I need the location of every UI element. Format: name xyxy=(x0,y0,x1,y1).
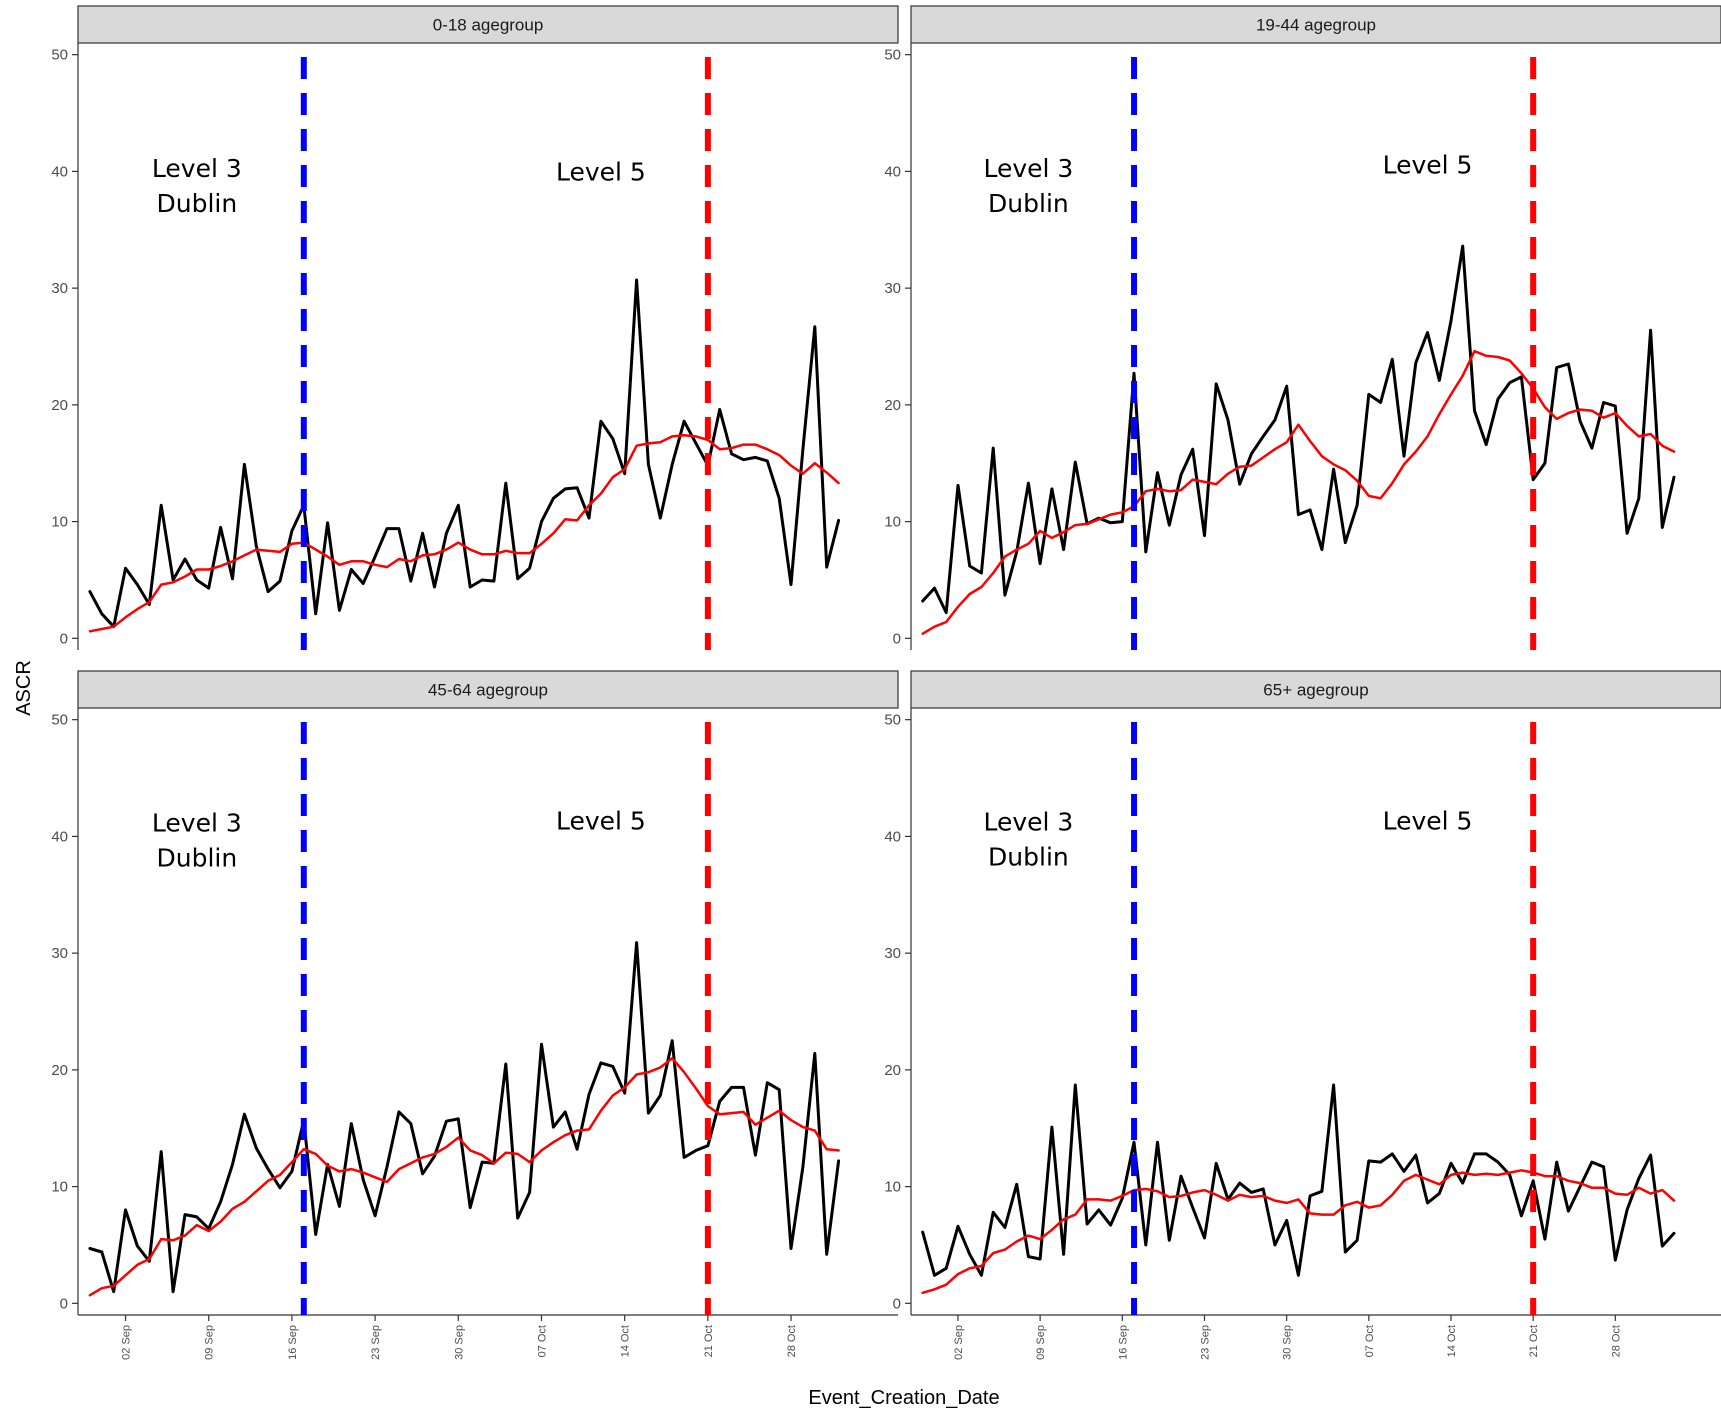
annotation-text: Level 3 Dublin xyxy=(152,154,242,218)
daily-series-line xyxy=(88,941,841,1294)
y-tick-label: 40 xyxy=(51,828,68,845)
y-tick-label: 0 xyxy=(893,630,901,647)
x-tick-label: 21 Oct xyxy=(1528,1325,1540,1357)
x-tick-label: 14 Oct xyxy=(1446,1325,1458,1357)
annotation-line: Level 5 xyxy=(1383,806,1473,835)
annotation-text: Level 5 xyxy=(556,158,646,187)
facet-strip xyxy=(910,670,1721,709)
y-tick-label: 10 xyxy=(51,1179,68,1196)
annotation-line: Dublin xyxy=(988,843,1069,872)
y-tick-label: 30 xyxy=(884,945,901,962)
y-tick-label: 40 xyxy=(884,163,901,180)
y-tick-label: 50 xyxy=(51,712,68,729)
annotation-text: Level 5 xyxy=(1383,806,1473,835)
annotation-text: Level 3 Dublin xyxy=(983,808,1073,872)
x-tick-label: 28 Oct xyxy=(1610,1325,1622,1357)
annotation-line: Level 5 xyxy=(556,806,646,835)
annotation-line: Level 5 xyxy=(556,158,646,187)
x-axis-title: Event_Creation_Date xyxy=(808,1387,999,1409)
facet-title: 0-18 agegroup xyxy=(433,16,544,35)
y-tick-label: 30 xyxy=(51,280,68,297)
y-tick-label: 50 xyxy=(884,47,901,64)
daily-series-line xyxy=(88,278,841,629)
annotation-line: Level 5 xyxy=(1383,151,1473,180)
rolling-average-line xyxy=(921,1169,1676,1295)
y-tick-label: 0 xyxy=(60,630,68,647)
x-tick-label: 02 Sep xyxy=(121,1325,133,1360)
daily-series-line xyxy=(921,1083,1676,1277)
y-tick-label: 10 xyxy=(51,514,68,531)
annotation-line: Dublin xyxy=(156,844,237,873)
daily-series-line xyxy=(921,244,1676,615)
facet-title: 19-44 agegroup xyxy=(1256,16,1376,35)
y-tick-label: 20 xyxy=(884,1062,901,1079)
rolling-average-line xyxy=(88,433,840,633)
x-tick-label: 21 Oct xyxy=(703,1325,715,1357)
annotation-line: Level 3 xyxy=(983,154,1073,183)
rolling-average-line xyxy=(88,1056,840,1297)
x-tick-label: 16 Sep xyxy=(287,1325,299,1360)
facet-strip xyxy=(77,670,899,709)
y-tick-label: 10 xyxy=(884,1179,901,1196)
x-tick-label: 02 Sep xyxy=(953,1325,965,1360)
x-tick-label: 09 Sep xyxy=(204,1325,216,1360)
y-tick-label: 30 xyxy=(884,280,901,297)
y-tick-label: 0 xyxy=(60,1295,68,1312)
y-tick-label: 0 xyxy=(893,1295,901,1312)
facet-strip xyxy=(910,5,1721,44)
annotation-line: Level 3 xyxy=(152,154,242,183)
x-tick-label: 30 Sep xyxy=(1282,1325,1294,1360)
y-tick-label: 50 xyxy=(884,712,901,729)
x-tick-label: 28 Oct xyxy=(786,1325,798,1357)
y-axis-title: ASCR xyxy=(13,660,35,716)
annotation-text: Level 3 Dublin xyxy=(983,154,1073,218)
rolling-average-line xyxy=(921,349,1676,635)
facet-title: 65+ agegroup xyxy=(1263,681,1368,700)
annotation-text: Level 3 Dublin xyxy=(152,809,242,873)
y-tick-label: 10 xyxy=(884,514,901,531)
x-tick-label: 14 Oct xyxy=(620,1325,632,1357)
y-tick-label: 40 xyxy=(51,163,68,180)
annotation-line: Level 3 xyxy=(983,808,1073,837)
annotation-line: Dublin xyxy=(156,189,237,218)
x-tick-label: 23 Sep xyxy=(1199,1325,1211,1360)
x-tick-label: 23 Sep xyxy=(370,1325,382,1360)
facet-panel: 65+ agegroup 0 10 20 30 40 50 02 Sep 09 Sep 16 Se… xyxy=(884,670,1721,1360)
x-tick-label: 30 Sep xyxy=(453,1325,465,1360)
y-tick-label: 20 xyxy=(884,397,901,414)
facet-panel: 45-64 agegroup 0 10 20 30 40 50 02 Sep 09 Sep 16 … xyxy=(51,670,899,1360)
facet-title: 45-64 agegroup xyxy=(428,681,548,700)
annotation-text: Level 5 xyxy=(556,806,646,835)
y-tick-label: 20 xyxy=(51,397,68,414)
y-tick-label: 50 xyxy=(51,47,68,64)
x-tick-label: 16 Sep xyxy=(1117,1325,1129,1360)
y-tick-label: 20 xyxy=(51,1062,68,1079)
annotation-line: Dublin xyxy=(988,189,1069,218)
annotation-line: Level 3 xyxy=(152,809,242,838)
y-tick-label: 40 xyxy=(884,828,901,845)
y-tick-label: 30 xyxy=(51,945,68,962)
x-tick-label: 07 Oct xyxy=(536,1325,548,1357)
x-tick-label: 07 Oct xyxy=(1364,1325,1376,1357)
annotation-text: Level 5 xyxy=(1383,151,1473,180)
facet-strip xyxy=(77,5,899,44)
x-tick-label: 09 Sep xyxy=(1035,1325,1047,1360)
